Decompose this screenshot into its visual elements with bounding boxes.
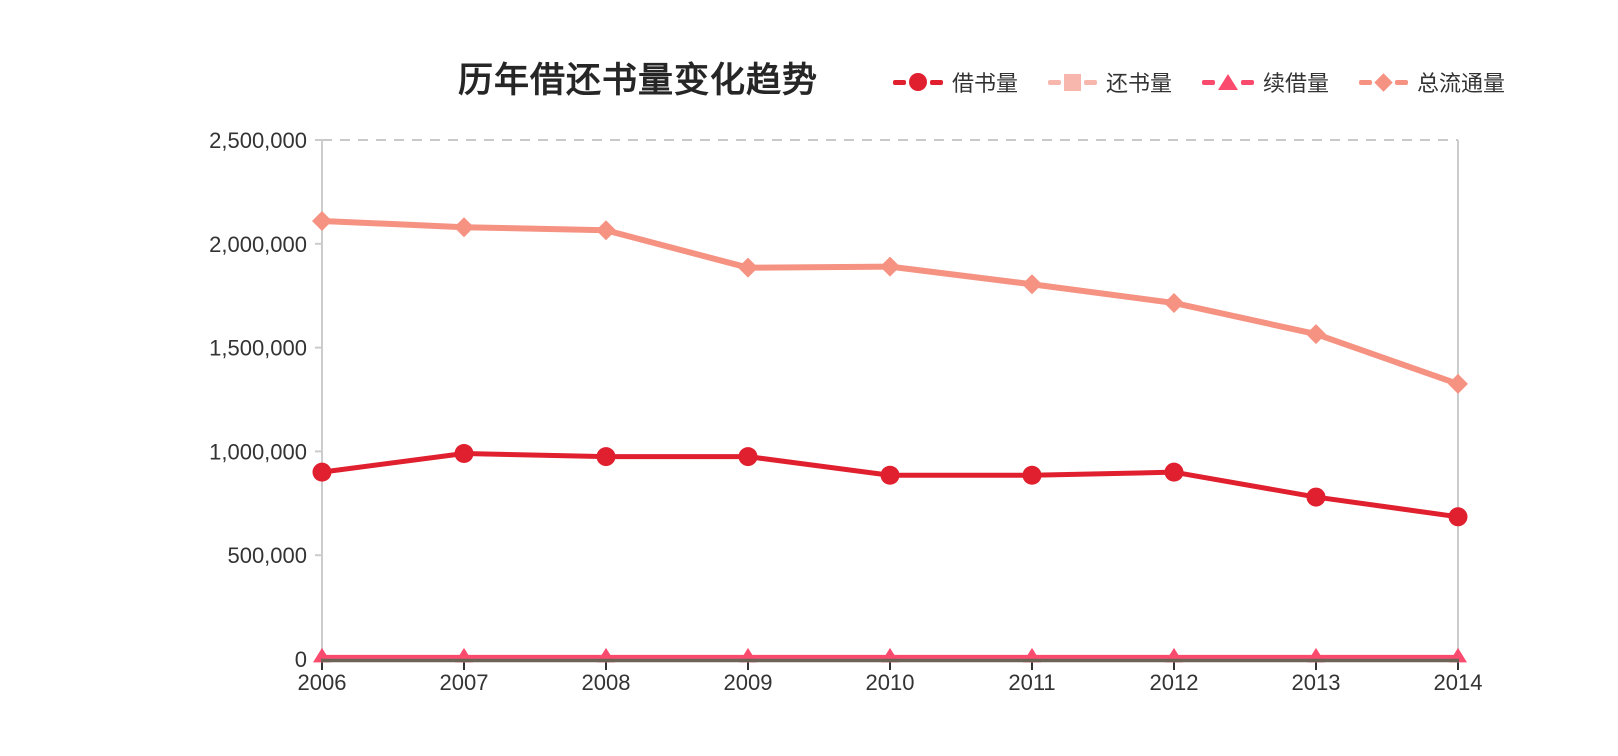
y-axis-label: 1,500,000	[209, 336, 307, 361]
series-marker-total[interactable]	[1306, 324, 1326, 345]
series-marker-borrow[interactable]	[1448, 507, 1468, 527]
legend-square-icon	[1048, 73, 1098, 91]
y-axis-label: 2,000,000	[209, 232, 307, 257]
series-marker-total[interactable]	[880, 256, 900, 277]
legend-diamond-icon	[1359, 72, 1409, 92]
x-axis-label: 2014	[1434, 670, 1483, 695]
series-marker-borrow[interactable]	[1164, 462, 1184, 482]
chart-title: 历年借还书量变化趋势	[458, 61, 819, 100]
legend-label: 续借量	[1263, 71, 1330, 96]
legend: 借书量 还书量 续借量 总流通量	[893, 66, 1505, 98]
legend-circle-icon	[893, 73, 943, 91]
series-marker-total[interactable]	[312, 210, 332, 231]
legend-item-borrow[interactable]: 借书量	[893, 66, 1018, 98]
series-marker-total[interactable]	[596, 220, 616, 241]
x-axis-label: 2011	[1008, 670, 1055, 695]
y-axis-label: 2,500,000	[209, 128, 307, 153]
series-marker-total[interactable]	[1022, 274, 1042, 295]
y-axis-label: 500,000	[227, 543, 307, 568]
series-marker-borrow[interactable]	[738, 447, 758, 467]
x-axis-label: 2006	[298, 670, 347, 695]
x-axis-label: 2008	[582, 670, 631, 695]
series-line-borrow[interactable]	[319, 450, 1461, 520]
x-axis-label: 2007	[440, 670, 489, 695]
x-axis-label: 2013	[1292, 670, 1341, 695]
y-axis-label: 1,000,000	[209, 439, 307, 464]
series-marker-borrow[interactable]	[880, 465, 900, 485]
series-marker-total[interactable]	[1448, 373, 1468, 394]
series-marker-total[interactable]	[454, 217, 474, 238]
legend-label: 总流通量	[1417, 71, 1506, 96]
x-axis-label: 2012	[1150, 670, 1199, 695]
series-marker-total[interactable]	[1164, 292, 1184, 313]
series-marker-borrow[interactable]	[1306, 487, 1326, 507]
series-marker-borrow[interactable]	[1022, 465, 1042, 485]
legend-triangle-icon	[1202, 74, 1255, 90]
series-marker-borrow[interactable]	[312, 462, 332, 482]
x-axis-label: 2009	[724, 670, 773, 695]
legend-label: 借书量	[952, 71, 1019, 96]
x-axis-label: 2010	[866, 670, 915, 695]
series-marker-borrow[interactable]	[454, 443, 474, 463]
legend-label: 还书量	[1106, 71, 1173, 96]
series-marker-borrow[interactable]	[596, 447, 616, 467]
legend-item-renew[interactable]: 续借量	[1202, 66, 1329, 98]
y-axis-label: 0	[295, 647, 307, 672]
series-marker-total[interactable]	[738, 257, 758, 278]
legend-item-total[interactable]: 总流通量	[1359, 66, 1505, 98]
legend-item-return[interactable]: 还书量	[1048, 66, 1172, 98]
series-line-total[interactable]	[319, 217, 1461, 387]
